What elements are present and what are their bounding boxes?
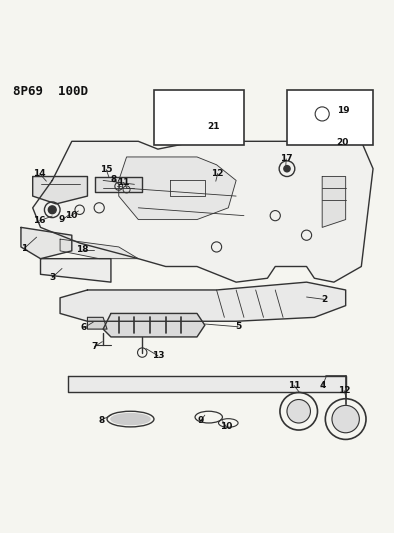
- Circle shape: [332, 406, 359, 433]
- Polygon shape: [21, 228, 72, 259]
- Text: 13: 13: [152, 351, 164, 360]
- Polygon shape: [95, 176, 142, 192]
- Text: 8P69  100D: 8P69 100D: [13, 85, 88, 98]
- Polygon shape: [119, 157, 236, 220]
- Text: 18: 18: [76, 245, 89, 254]
- Text: 21: 21: [208, 122, 220, 131]
- Polygon shape: [60, 282, 346, 321]
- Text: 4: 4: [320, 381, 326, 390]
- Text: 7: 7: [91, 342, 98, 351]
- Text: 10: 10: [220, 422, 232, 431]
- Circle shape: [284, 166, 290, 172]
- Text: 10: 10: [65, 211, 77, 220]
- Polygon shape: [322, 176, 346, 228]
- Circle shape: [48, 206, 56, 214]
- Bar: [287, 91, 373, 145]
- Text: 14: 14: [33, 169, 46, 178]
- Polygon shape: [103, 313, 205, 337]
- Polygon shape: [87, 317, 107, 329]
- Text: 19: 19: [337, 106, 349, 115]
- Text: 17: 17: [280, 155, 292, 164]
- Text: 6: 6: [80, 324, 87, 333]
- Text: 8: 8: [111, 175, 117, 184]
- Text: 3: 3: [49, 273, 56, 282]
- Text: 20: 20: [336, 138, 349, 147]
- Bar: [154, 91, 244, 145]
- Text: 12: 12: [338, 386, 350, 395]
- Text: 9: 9: [198, 416, 204, 425]
- Polygon shape: [33, 141, 373, 282]
- Text: 11: 11: [288, 381, 300, 390]
- Text: 2: 2: [321, 295, 327, 304]
- Polygon shape: [33, 176, 87, 204]
- Text: 12: 12: [212, 169, 224, 178]
- Circle shape: [287, 400, 310, 423]
- Polygon shape: [41, 259, 111, 282]
- Text: 15: 15: [100, 165, 112, 174]
- Text: 1: 1: [21, 244, 27, 253]
- Text: 9: 9: [59, 215, 65, 224]
- Polygon shape: [60, 239, 138, 259]
- Text: 11: 11: [117, 178, 130, 187]
- Text: 16: 16: [33, 216, 46, 225]
- Text: 5: 5: [235, 322, 241, 331]
- Text: 8: 8: [98, 416, 104, 425]
- Polygon shape: [68, 376, 346, 392]
- Ellipse shape: [111, 414, 150, 425]
